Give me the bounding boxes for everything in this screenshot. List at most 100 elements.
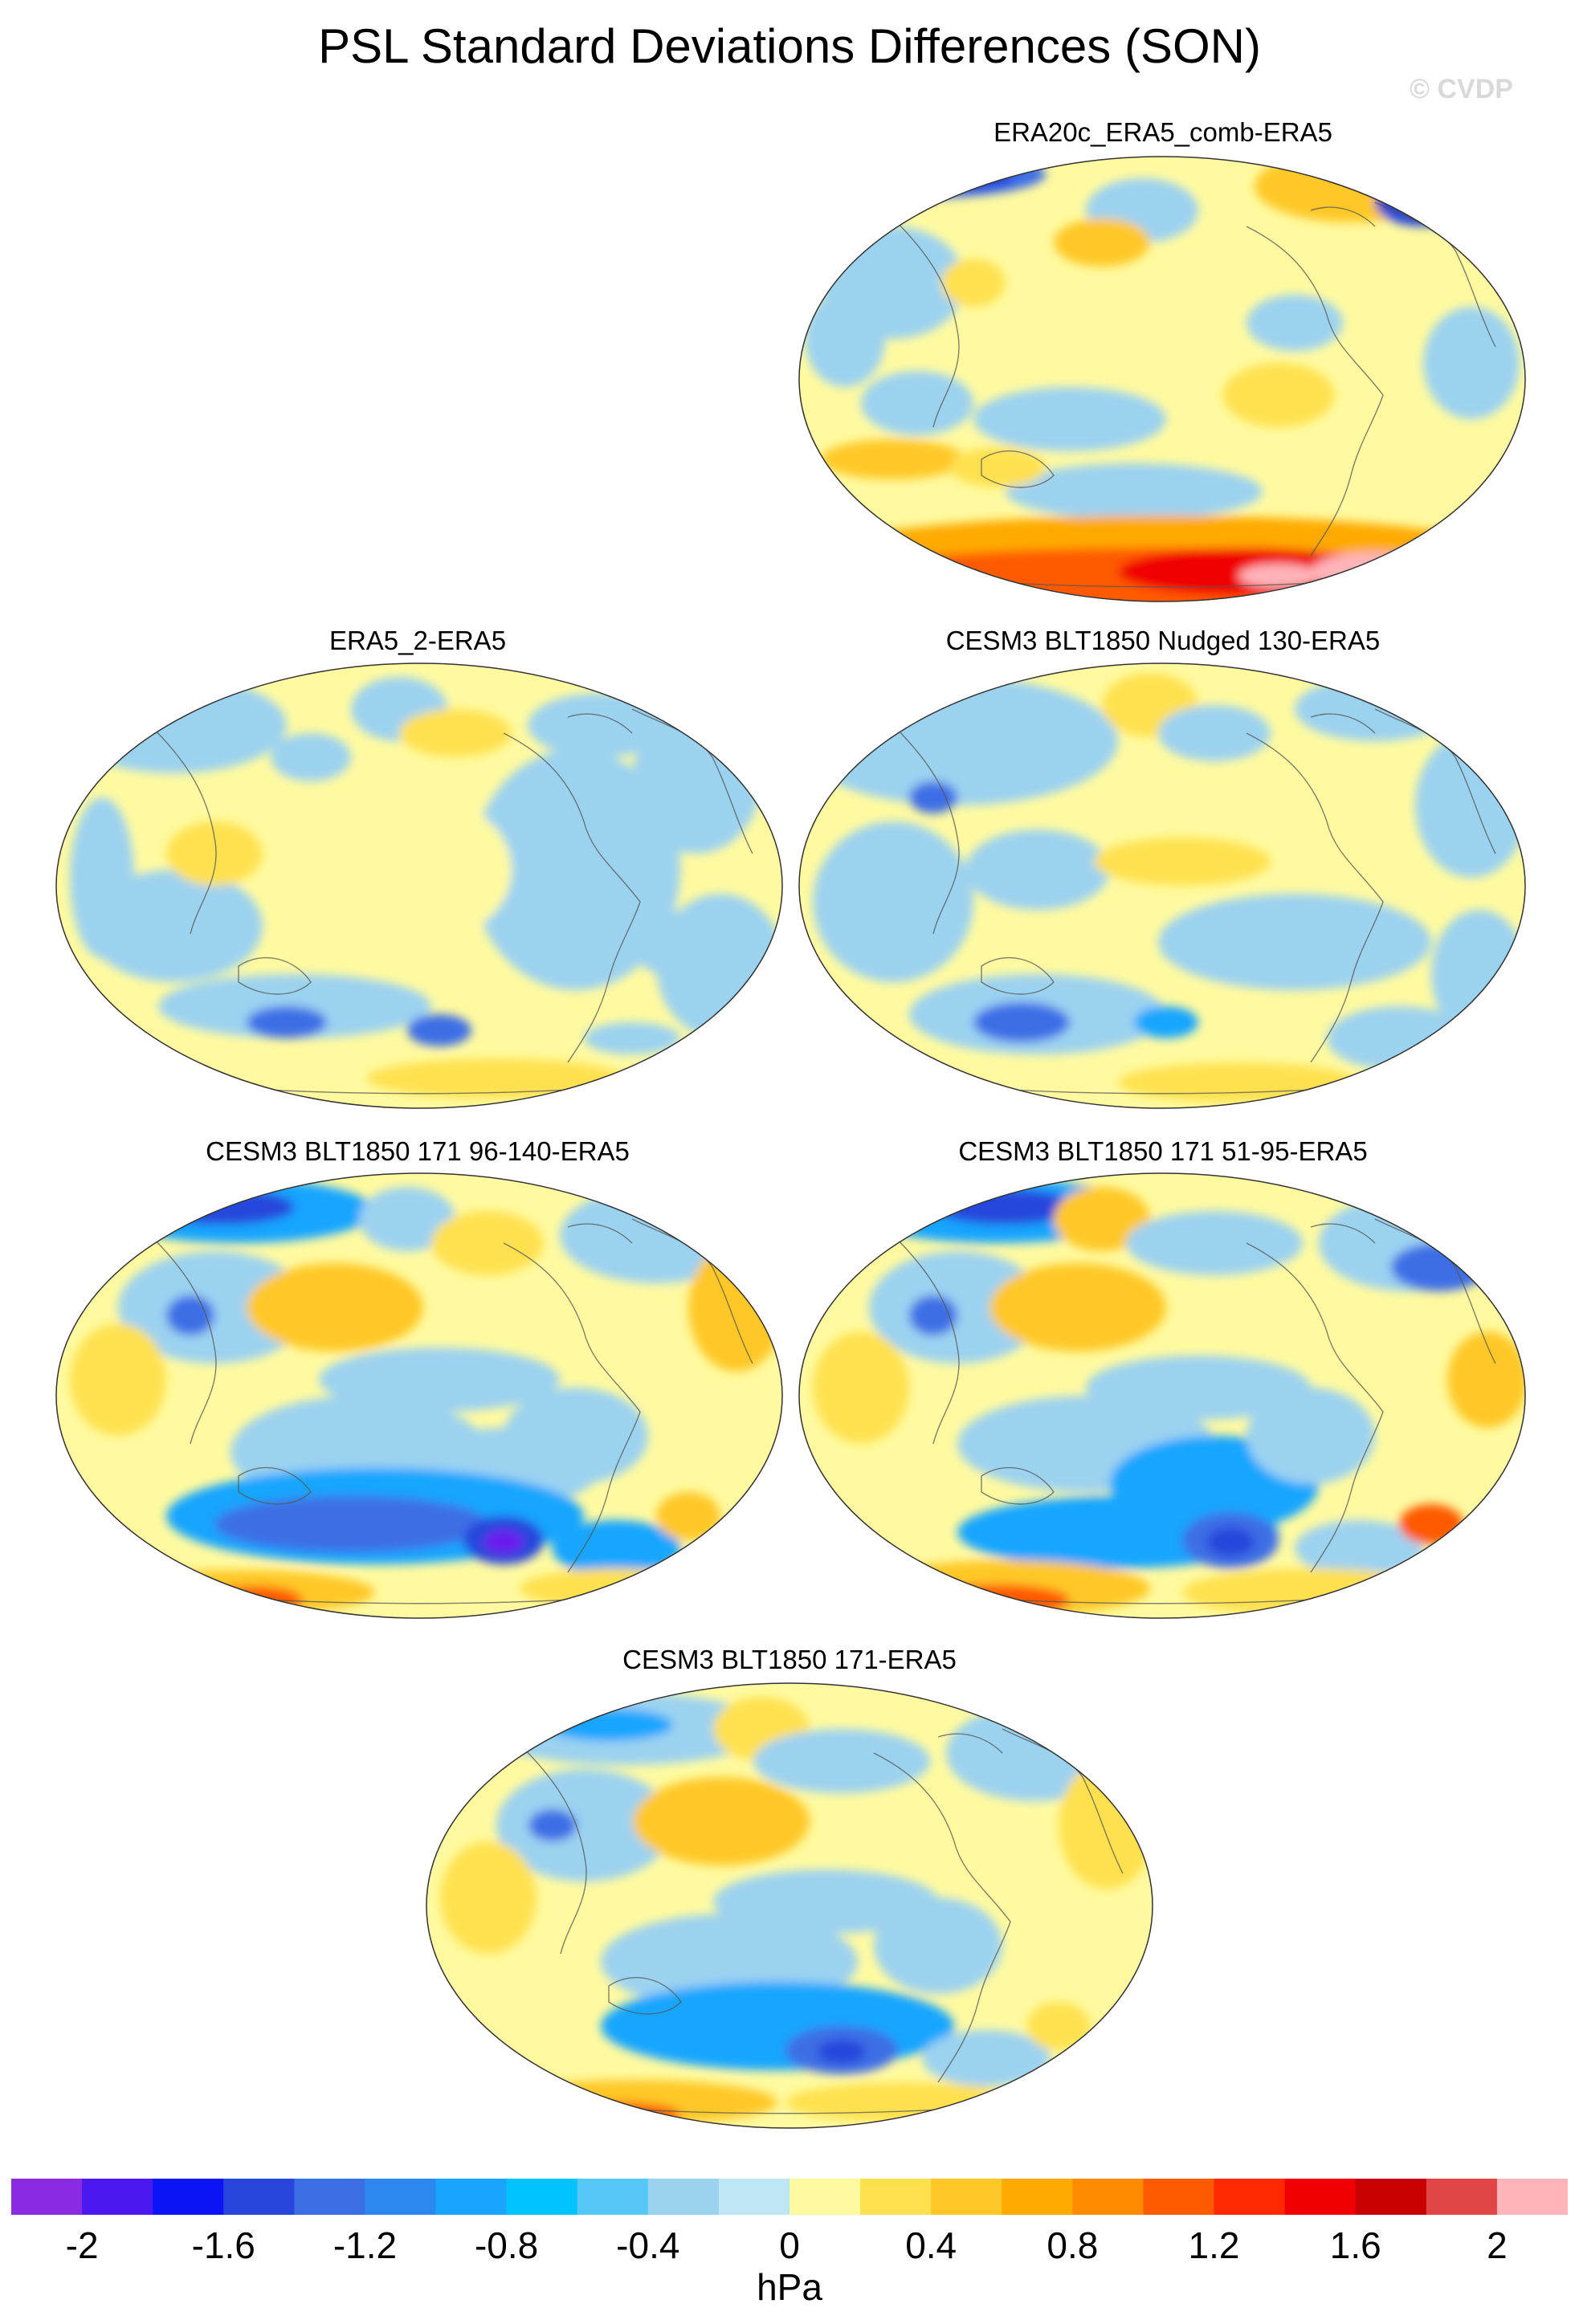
anomaly-region	[247, 1006, 327, 1038]
anomaly-region	[271, 733, 351, 781]
anomaly-region	[1094, 838, 1271, 886]
anomaly-region	[367, 1058, 624, 1099]
anomaly-region	[973, 387, 1166, 451]
anomaly-region	[62, 677, 287, 773]
anomaly-region	[1134, 1006, 1198, 1038]
colorbar-tick-label: 0	[779, 2224, 800, 2266]
anomaly-region	[1311, 552, 1439, 592]
anomaly-region	[150, 1189, 295, 1225]
colorbar-tick-label: 0.4	[905, 2224, 957, 2266]
map-border	[55, 1172, 783, 1619]
coastline	[1374, 202, 1496, 348]
anomaly-region	[158, 974, 431, 1038]
coastline	[1002, 1728, 1124, 1874]
coastline	[503, 1242, 641, 1573]
anomaly-region	[440, 1841, 537, 1954]
anomaly-region	[1118, 1062, 1359, 1103]
anomaly-region	[545, 1709, 673, 1741]
map-panel-era5-2	[54, 661, 785, 1111]
colorbar-box	[1214, 2179, 1286, 2215]
anomaly-region	[496, 1769, 673, 1882]
anomaly-region	[399, 709, 512, 757]
panel-label-51-95: CESM3 BLT1850 171 51-95-ERA5	[958, 1136, 1368, 1166]
coastline	[1374, 708, 1496, 854]
coastline	[892, 724, 960, 935]
anomaly-region	[753, 1729, 930, 1793]
anomaly-region	[1423, 307, 1520, 419]
anomaly-region	[1399, 1504, 1463, 1544]
anomaly-region	[813, 1331, 909, 1444]
colorbar-units: hPa	[757, 2266, 822, 2308]
anomaly-region	[922, 2030, 1051, 2086]
anomaly-region	[818, 2040, 866, 2064]
anomaly-region	[504, 1388, 648, 1484]
anomaly-region	[633, 1777, 810, 1865]
panel-label-171: CESM3 BLT1850 171-ERA5	[622, 1645, 957, 1674]
anomaly-region	[869, 164, 1014, 193]
colorbar-box	[1496, 2179, 1568, 2215]
anomaly-region	[102, 1570, 375, 1615]
anomaly-region	[247, 1263, 423, 1352]
anomaly-region	[799, 677, 1118, 805]
anomaly-region	[1054, 1187, 1150, 1251]
anomaly-region	[805, 291, 885, 387]
coastline	[631, 1218, 753, 1364]
coastline	[631, 708, 753, 854]
colorbar-box	[860, 2179, 932, 2215]
anomaly-region	[520, 1568, 712, 1608]
anomaly-region	[909, 1295, 957, 1335]
coastline	[981, 1466, 1055, 1505]
anomaly-region	[601, 1982, 954, 2070]
coastline	[238, 1466, 312, 1505]
coastline	[873, 1752, 1011, 2083]
colorbar-box	[790, 2179, 861, 2215]
colorbar-tick-label: -1.6	[191, 2224, 255, 2266]
colorbar-tick-label: 1.2	[1188, 2224, 1240, 2266]
anomaly-region	[869, 1251, 1046, 1364]
anomaly-region	[166, 822, 263, 886]
coastline	[892, 218, 960, 428]
anomaly-region	[560, 1187, 753, 1283]
anomaly-region	[335, 797, 512, 942]
anomaly-region	[319, 1348, 560, 1412]
anomaly-region	[86, 870, 263, 982]
colorbar-tick-label: -2	[65, 2224, 99, 2266]
anomaly-region	[941, 259, 1006, 307]
coastline	[1374, 1218, 1496, 1364]
anomaly-region	[909, 781, 957, 813]
colorbar-box	[1284, 2179, 1357, 2215]
coastline	[892, 1234, 960, 1445]
anomaly-region	[1391, 1243, 1487, 1291]
anomaly-region	[528, 1809, 577, 1841]
anomaly-region	[688, 1243, 782, 1372]
anomaly-region	[483, 1530, 524, 1554]
colorbar	[11, 2179, 1568, 2215]
anomaly-region	[118, 1251, 311, 1364]
coastline	[981, 956, 1055, 995]
coastline	[608, 1976, 682, 2015]
colorbar-tick-label: -1.2	[333, 2224, 398, 2266]
anomaly-region	[1059, 1761, 1153, 1890]
map-panel-171	[424, 1681, 1155, 2130]
anomaly-region	[1206, 1527, 1255, 1556]
colorbar-box	[577, 2179, 649, 2215]
colorbar-box	[223, 2179, 295, 2215]
anomaly-region	[813, 822, 973, 982]
anomaly-region	[1375, 178, 1471, 226]
colorbar-box	[435, 2179, 508, 2215]
coastline	[149, 724, 217, 935]
anomaly-region	[949, 447, 1046, 487]
page-title: PSL Standard Deviations Differences (SON…	[318, 19, 1261, 73]
coastline	[567, 713, 633, 734]
colorbar-box	[82, 2179, 153, 2215]
colorbar-tick-label: 1.6	[1329, 2224, 1381, 2266]
anomaly-region	[214, 1496, 488, 1552]
coastline	[503, 732, 641, 1063]
anomaly-region	[1158, 894, 1431, 990]
anomaly-region	[656, 1492, 720, 1540]
panel-label-era5-2: ERA5_2-ERA5	[328, 626, 507, 655]
colorbar-box	[11, 2179, 83, 2215]
colorbar-tick-label: -0.8	[474, 2224, 539, 2266]
colorbar-box	[931, 2179, 1002, 2215]
anomaly-region	[407, 1014, 471, 1046]
